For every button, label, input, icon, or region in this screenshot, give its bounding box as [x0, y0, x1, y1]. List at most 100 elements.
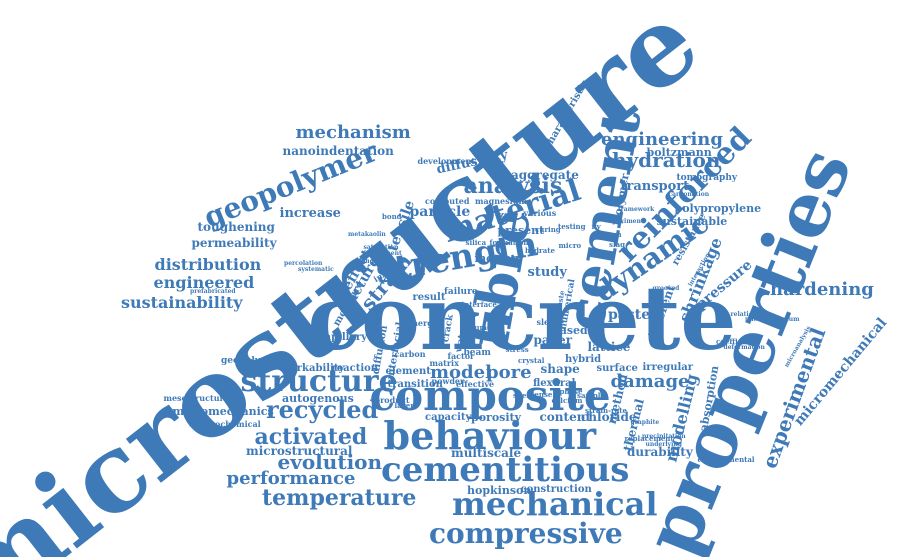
cloud-word: curing: [535, 224, 561, 234]
cloud-word: sustainable: [656, 214, 728, 228]
cloud-word: nano: [487, 293, 507, 303]
cloud-word: testing: [558, 221, 586, 231]
cloud-word: aggregate: [511, 168, 579, 182]
cloud-word: sustainability: [121, 293, 243, 312]
cloud-word: toughness: [358, 258, 394, 265]
cloud-word: graphite: [630, 419, 660, 426]
cloud-word: irregular: [642, 362, 694, 373]
cloud-word: micro: [558, 240, 582, 250]
cloud-word: boltzmann: [646, 145, 712, 159]
cloud-word: beam: [463, 347, 491, 358]
cloud-word: formation: [489, 237, 529, 247]
cloud-word: polypropylene: [674, 201, 762, 215]
cloud-word: damage: [610, 371, 690, 392]
cloud-word: mechanical: [452, 485, 658, 523]
cloud-word: based: [552, 323, 588, 337]
cloud-word: energy: [407, 318, 438, 328]
cloud-word: metakaolin: [348, 231, 386, 238]
cloud-word: replacement: [624, 433, 674, 443]
cloud-word: carbonation: [668, 191, 710, 198]
cloud-word: prefabricated: [190, 288, 236, 295]
cloud-word: percolation: [284, 260, 323, 267]
cloud-word: mortar: [474, 251, 518, 265]
cloud-word: zone: [500, 209, 519, 219]
cloud-word: factor: [447, 351, 475, 361]
cloud-word: mesostructure: [163, 393, 229, 403]
cloud-word: computed: [425, 196, 470, 206]
cloud-word: coefficient: [716, 336, 758, 346]
cloud-word: hybrid: [565, 354, 602, 365]
cloud-word: slag: [609, 239, 626, 249]
cloud-word: recycled: [266, 395, 379, 424]
cloud-word: cementitious: [381, 450, 630, 490]
cloud-word: permeability: [191, 236, 277, 250]
cloud-word: various: [523, 208, 557, 218]
cloud-word: activated: [254, 424, 368, 450]
cloud-word: reaction: [331, 363, 379, 374]
cloud-word: transition: [387, 379, 443, 390]
cloud-word: systematic: [298, 266, 334, 273]
cloud-word: phosphogypsum: [745, 316, 800, 323]
cloud-word: electrochemical: [189, 419, 261, 429]
cloud-word: relationship: [730, 311, 772, 318]
cloud-word: result: [412, 292, 446, 303]
cloud-word: fly: [591, 221, 601, 231]
cloud-word: layer: [394, 400, 414, 410]
cloud-word: autogenous: [282, 391, 354, 405]
cloud-word: content: [539, 410, 591, 424]
cloud-word: grooved: [652, 285, 680, 292]
cloud-word: structure: [240, 364, 398, 399]
cloud-word: surface: [596, 363, 638, 374]
cloud-word: flexural: [533, 378, 576, 389]
cloud-word: matrix: [429, 358, 459, 368]
cloud-word: specimen: [609, 218, 641, 225]
cloud-word: present: [497, 223, 545, 237]
cloud-word: failure: [444, 286, 478, 297]
cloud-word: analysis: [463, 173, 563, 199]
cloud-word: engineered: [153, 273, 255, 292]
cloud-word: sleeve: [536, 317, 564, 327]
cloud-word: treatment: [368, 250, 402, 257]
cloud-word: ash: [608, 229, 622, 239]
cloud-word: pore: [486, 362, 532, 383]
cloud-word: framework: [618, 206, 655, 213]
cloud-word: composite: [369, 371, 611, 420]
cloud-word: hydrate: [525, 245, 555, 255]
cloud-word: hopkinson: [467, 483, 532, 497]
cloud-word: microstructural: [246, 444, 353, 458]
cloud-word: durability: [627, 445, 693, 459]
cloud-word: performance: [226, 468, 356, 489]
cloud-word: hardening: [770, 279, 874, 300]
cloud-word: phase: [559, 386, 583, 396]
cloud-word: interface: [461, 299, 497, 309]
cloud-word: model: [430, 362, 492, 383]
cloud-word: temperature: [262, 485, 417, 511]
cloud-word: hydration: [612, 148, 721, 172]
cloud-word: bond: [382, 211, 402, 221]
cloud-word: tomography: [676, 172, 738, 183]
cloud-word: deformation: [723, 344, 765, 351]
cloud-word: study: [527, 264, 567, 280]
cloud-word: construction: [520, 484, 592, 495]
cloud-word: development: [417, 156, 475, 166]
cloud-word: nanoindentation: [282, 144, 394, 158]
cloud-word: workability: [281, 363, 345, 374]
cloud-word: shear: [513, 390, 535, 400]
cloud-word: compressive: [429, 517, 623, 550]
cloud-word: sample: [577, 390, 605, 400]
cloud-word: underlying: [645, 441, 683, 448]
cloud-word: micromechanics: [172, 404, 274, 418]
cloud-word: geopolymers: [221, 355, 286, 366]
cloud-word: stress: [505, 344, 529, 354]
cloud-word: magnesium: [475, 196, 527, 206]
cloud-word: capacity: [425, 412, 472, 423]
cloud-word: effective: [456, 379, 495, 389]
cloud-word: porosity: [471, 410, 522, 424]
cloud-word: saturation: [363, 244, 399, 251]
cloud-word: lattice: [587, 340, 631, 354]
cloud-word: evolution: [277, 450, 383, 474]
cloud-word: silica: [465, 237, 487, 247]
cloud-word: element: [385, 366, 431, 377]
cloud-word: capillary: [318, 332, 368, 343]
